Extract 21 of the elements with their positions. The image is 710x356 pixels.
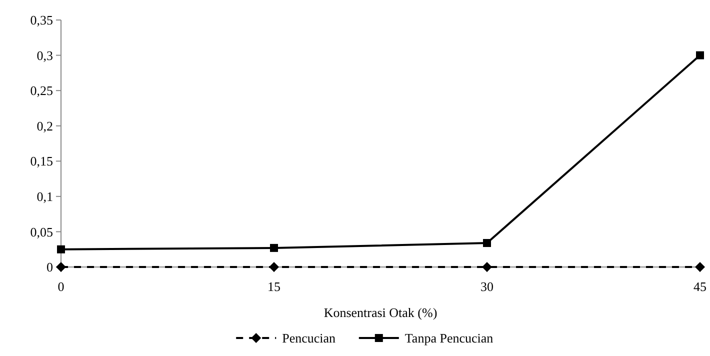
- point: [696, 51, 704, 60]
- y-tick-label: 0: [46, 260, 53, 275]
- x-tick-label: 45: [694, 279, 706, 294]
- legend-label: Pencucian: [282, 330, 336, 346]
- point: [483, 239, 491, 248]
- point: [270, 244, 278, 252]
- point: [269, 262, 279, 272]
- legend-label: Tanpa Pencucian: [404, 330, 494, 346]
- x-tick-label: 0: [58, 279, 64, 294]
- y-tick-label: 0,15: [30, 154, 53, 169]
- y-tick-label: 0,25: [30, 83, 53, 98]
- y-tick-label: 0,35: [30, 12, 53, 28]
- y-tick-label: 0,3: [36, 48, 53, 63]
- x-axis-title: Konsentrasi Otak (%): [324, 305, 438, 320]
- y-tick-label: 0,1: [36, 188, 53, 204]
- x-tick-label: 30: [480, 279, 494, 294]
- x-tick-label: 15: [268, 279, 280, 294]
- point: [482, 262, 492, 272]
- y-tick-label: 0,05: [30, 224, 53, 240]
- y-tick-label: 0,2: [36, 118, 53, 134]
- point: [57, 245, 65, 254]
